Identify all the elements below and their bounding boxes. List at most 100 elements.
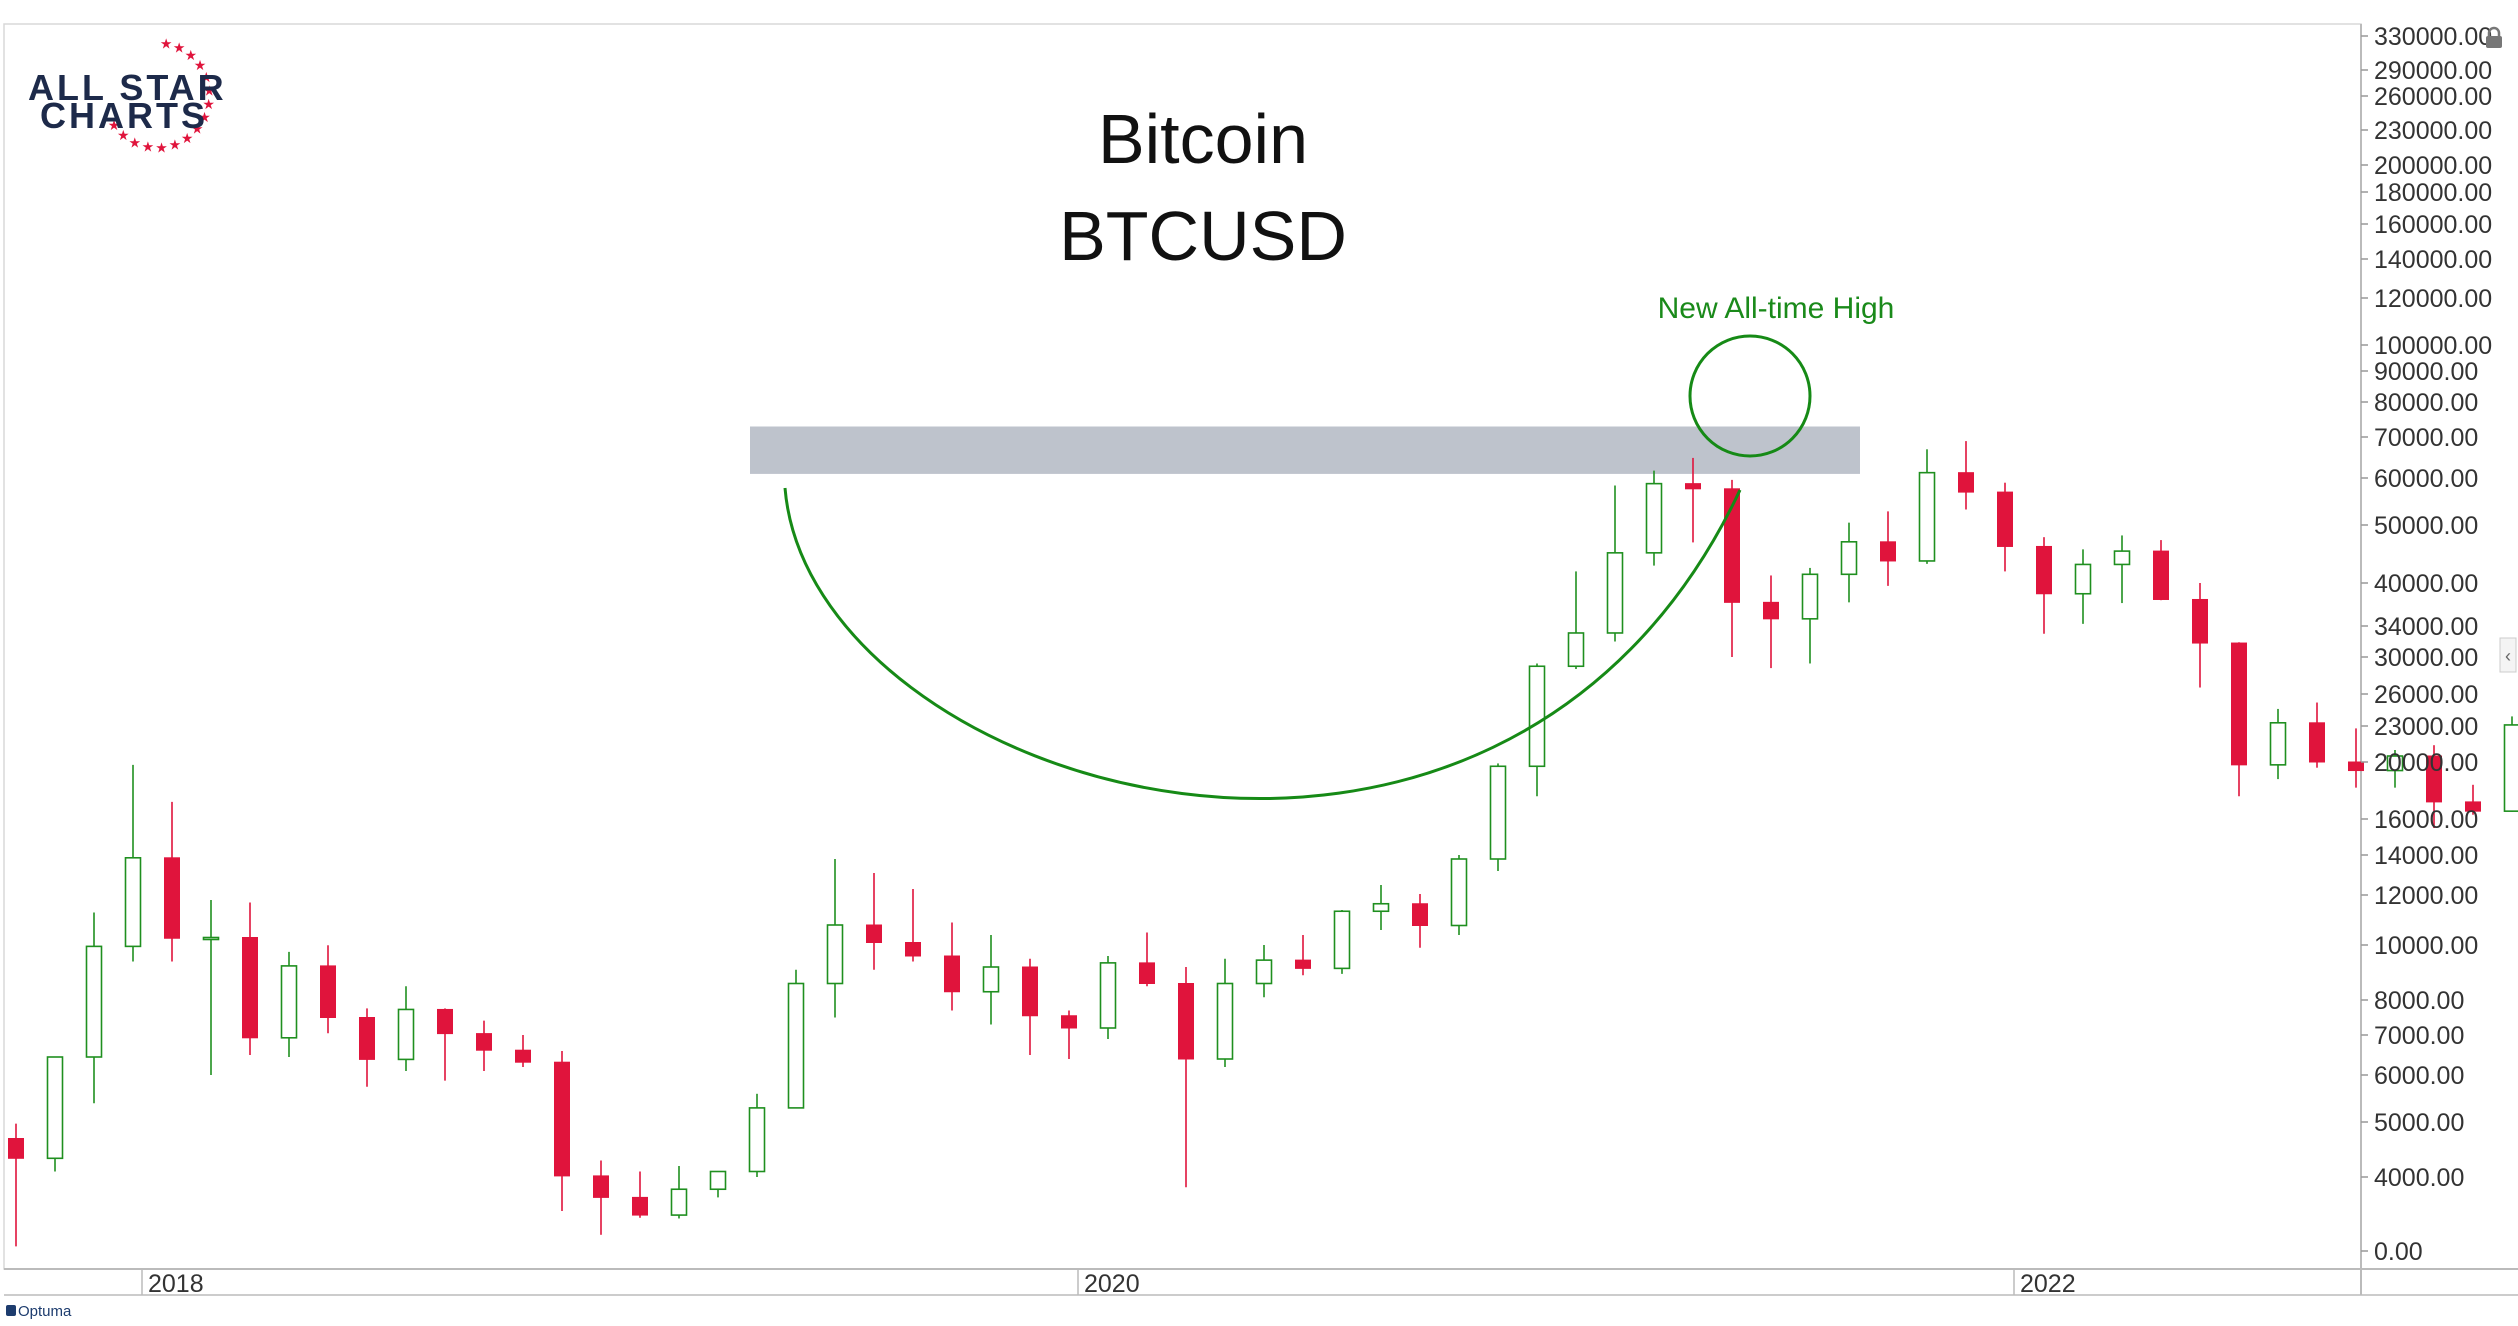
y-tick-label: 12000.00 — [2374, 882, 2478, 910]
candle — [2271, 709, 2286, 779]
x-tick-label: 2020 — [1084, 1270, 1140, 1298]
y-tick-label: 90000.00 — [2374, 358, 2478, 386]
y-tick-label: 100000.00 — [2374, 332, 2492, 360]
candle-body — [594, 1176, 609, 1198]
candle-body — [828, 925, 843, 984]
y-tick-label: 40000.00 — [2374, 570, 2478, 598]
candle — [1959, 441, 1974, 509]
candle-body — [2271, 723, 2286, 765]
optuma-brand: Optuma — [6, 1303, 72, 1320]
x-axis-ticks: 20182020202220242026 — [142, 1269, 2518, 1298]
candle — [321, 945, 336, 1033]
candle-body — [1998, 492, 2013, 546]
candle-body — [1374, 904, 1389, 912]
candle — [1569, 571, 1584, 669]
star-icon: ★ — [142, 139, 155, 155]
candle — [828, 859, 843, 1018]
candle — [1413, 894, 1428, 948]
candle-body — [2310, 723, 2325, 762]
candle — [1647, 471, 1662, 566]
candle — [399, 986, 414, 1071]
y-tick-label: 50000.00 — [2374, 512, 2478, 540]
candle — [2154, 540, 2169, 600]
candle-body — [282, 966, 297, 1038]
candle-body — [1296, 960, 1311, 968]
y-tick-label: 60000.00 — [2374, 465, 2478, 493]
y-axis-ticks: 330000.00290000.00260000.00230000.002000… — [2361, 23, 2492, 1266]
y-tick-label: 0.00 — [2374, 1238, 2423, 1266]
candle — [360, 1008, 375, 1086]
candle — [9, 1124, 24, 1247]
candle-body — [1023, 967, 1038, 1016]
chart-subtitle: BTCUSD — [1059, 197, 1347, 275]
candle-body — [9, 1139, 24, 1159]
candle-body — [906, 943, 921, 957]
chart-title: Bitcoin — [1098, 100, 1308, 178]
candle-body — [750, 1108, 765, 1172]
optuma-icon — [6, 1305, 16, 1316]
candle — [1374, 885, 1389, 930]
candle-body — [1179, 984, 1194, 1060]
candle-body — [1647, 484, 1662, 553]
candle — [867, 873, 882, 970]
candle — [945, 923, 960, 1011]
candle — [1140, 933, 1155, 987]
candle-body — [1764, 602, 1779, 618]
candle — [1179, 967, 1194, 1187]
candle-body — [516, 1050, 531, 1062]
star-icon: ★ — [129, 135, 142, 151]
candle-body — [2505, 725, 2518, 811]
candle — [1101, 956, 1116, 1039]
y-tick-label: 180000.00 — [2374, 179, 2492, 207]
candle — [984, 935, 999, 1025]
candle-body — [555, 1062, 570, 1176]
candle — [1335, 910, 1350, 974]
candle-body — [165, 858, 180, 938]
candle — [477, 1021, 492, 1071]
candle-body — [1530, 666, 1545, 766]
optuma-label: Optuma — [18, 1303, 72, 1320]
candle-body — [321, 966, 336, 1018]
candle — [2076, 549, 2091, 623]
y-tick-label: 26000.00 — [2374, 681, 2478, 709]
panel-collapse-handle[interactable]: ‹ — [2500, 638, 2516, 672]
candle-body — [1803, 574, 1818, 619]
y-tick-label: 30000.00 — [2374, 644, 2478, 672]
candle-body — [633, 1197, 648, 1215]
y-tick-label: 80000.00 — [2374, 389, 2478, 417]
chevron-left-icon: ‹ — [2505, 646, 2511, 666]
candle — [516, 1035, 531, 1067]
candle — [1920, 449, 1935, 564]
y-tick-label: 14000.00 — [2374, 842, 2478, 870]
candle — [126, 765, 141, 962]
star-icon: ★ — [169, 136, 182, 152]
candle — [1530, 663, 1545, 796]
y-tick-label: 140000.00 — [2374, 246, 2492, 274]
annotation-label: New All-time High — [1658, 292, 1895, 325]
candle — [1296, 935, 1311, 975]
all-star-charts-logo: ★★★★★★★★★★★★★★★★ ALL STAR CHARTS — [28, 35, 227, 155]
candle — [2232, 642, 2247, 796]
y-tick-label: 10000.00 — [2374, 932, 2478, 960]
candle — [906, 889, 921, 962]
candle — [438, 1008, 453, 1080]
candle-body — [2115, 551, 2130, 564]
lock-icon[interactable] — [2486, 28, 2502, 48]
candle — [555, 1051, 570, 1211]
candle-body — [1881, 542, 1896, 561]
candle-body — [87, 946, 102, 1057]
candle-body — [126, 858, 141, 947]
candle — [711, 1172, 726, 1198]
y-tick-label: 5000.00 — [2374, 1109, 2464, 1137]
logo-line-2: CHARTS — [40, 95, 208, 136]
candle — [1218, 959, 1233, 1067]
candle-body — [1062, 1016, 1077, 1028]
candle-body — [48, 1057, 63, 1158]
candles-layer — [0, 346, 2518, 1299]
candle-body — [984, 967, 999, 992]
candle — [1491, 763, 1506, 871]
candle — [633, 1172, 648, 1218]
x-tick-label: 2018 — [148, 1270, 204, 1298]
